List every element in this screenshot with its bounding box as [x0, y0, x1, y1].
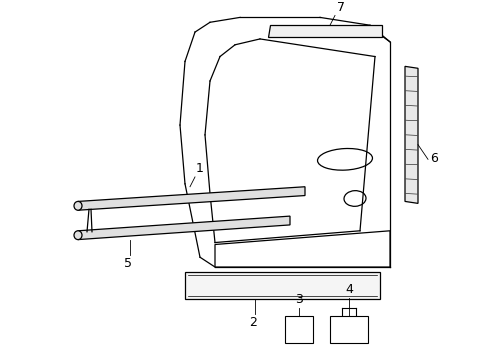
Polygon shape	[78, 216, 290, 240]
Text: 3: 3	[295, 293, 303, 306]
Polygon shape	[215, 231, 390, 267]
Ellipse shape	[74, 202, 82, 210]
Polygon shape	[185, 272, 380, 299]
Polygon shape	[330, 316, 368, 343]
Text: 2: 2	[249, 316, 257, 329]
Text: 5: 5	[124, 257, 132, 270]
Text: 1: 1	[196, 162, 204, 175]
Ellipse shape	[74, 231, 82, 240]
Text: 6: 6	[430, 152, 438, 165]
Polygon shape	[268, 25, 382, 37]
Polygon shape	[405, 66, 418, 203]
Text: 7: 7	[337, 1, 345, 14]
Polygon shape	[285, 316, 313, 343]
Polygon shape	[78, 187, 305, 210]
Text: 4: 4	[345, 283, 353, 296]
